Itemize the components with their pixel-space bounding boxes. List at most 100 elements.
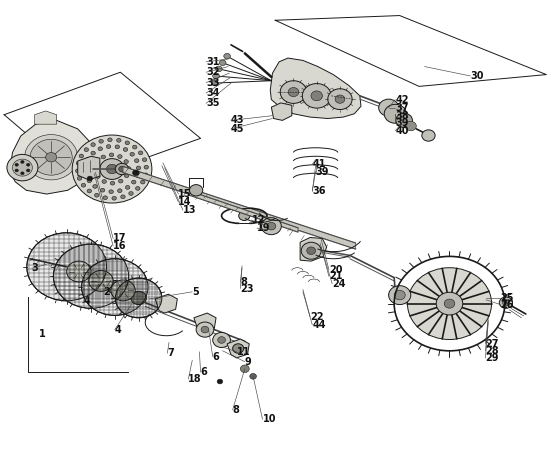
Text: 43: 43 bbox=[231, 115, 245, 125]
Circle shape bbox=[87, 179, 92, 183]
Circle shape bbox=[24, 134, 78, 180]
Circle shape bbox=[83, 164, 88, 168]
Text: 23: 23 bbox=[240, 284, 254, 294]
Circle shape bbox=[125, 174, 129, 178]
Text: 12: 12 bbox=[251, 215, 265, 225]
Circle shape bbox=[132, 180, 136, 184]
Circle shape bbox=[136, 166, 141, 170]
Circle shape bbox=[124, 160, 128, 163]
Text: 45: 45 bbox=[231, 124, 245, 134]
Circle shape bbox=[499, 297, 513, 308]
Circle shape bbox=[15, 169, 18, 172]
Circle shape bbox=[280, 81, 307, 104]
Text: 8: 8 bbox=[240, 277, 247, 287]
Circle shape bbox=[15, 163, 18, 166]
Circle shape bbox=[125, 141, 130, 145]
Circle shape bbox=[301, 242, 321, 259]
Text: 30: 30 bbox=[470, 71, 484, 81]
Circle shape bbox=[196, 322, 214, 337]
Circle shape bbox=[21, 161, 24, 163]
Text: 11: 11 bbox=[236, 347, 250, 357]
Circle shape bbox=[232, 344, 244, 353]
Circle shape bbox=[102, 180, 106, 183]
Circle shape bbox=[302, 84, 331, 108]
Circle shape bbox=[89, 271, 113, 291]
Circle shape bbox=[250, 373, 256, 379]
Circle shape bbox=[142, 158, 147, 162]
Text: 41: 41 bbox=[312, 159, 326, 169]
Polygon shape bbox=[9, 120, 93, 194]
Circle shape bbox=[384, 104, 406, 123]
Polygon shape bbox=[34, 111, 57, 124]
Circle shape bbox=[436, 292, 463, 315]
Circle shape bbox=[217, 379, 222, 384]
Circle shape bbox=[117, 138, 121, 142]
Polygon shape bbox=[190, 191, 298, 232]
Circle shape bbox=[141, 180, 145, 184]
Circle shape bbox=[144, 165, 148, 169]
Circle shape bbox=[96, 175, 100, 179]
Circle shape bbox=[27, 169, 30, 172]
Text: 35: 35 bbox=[206, 98, 220, 108]
Circle shape bbox=[138, 151, 143, 155]
Circle shape bbox=[27, 233, 107, 301]
Circle shape bbox=[110, 181, 115, 185]
Circle shape bbox=[130, 152, 135, 156]
Circle shape bbox=[213, 332, 230, 348]
Circle shape bbox=[115, 163, 128, 175]
Circle shape bbox=[396, 114, 413, 127]
Circle shape bbox=[132, 170, 139, 176]
Text: 31: 31 bbox=[206, 57, 220, 67]
Circle shape bbox=[328, 89, 352, 110]
Circle shape bbox=[379, 99, 399, 116]
Circle shape bbox=[224, 53, 230, 59]
Circle shape bbox=[77, 176, 82, 180]
Circle shape bbox=[100, 188, 105, 192]
Circle shape bbox=[84, 172, 88, 176]
Text: 29: 29 bbox=[485, 353, 499, 363]
Circle shape bbox=[108, 138, 112, 142]
Text: 4: 4 bbox=[83, 296, 90, 306]
Text: 34: 34 bbox=[206, 88, 220, 98]
Circle shape bbox=[405, 121, 416, 131]
Circle shape bbox=[87, 176, 93, 181]
Circle shape bbox=[12, 159, 32, 176]
Circle shape bbox=[7, 154, 38, 181]
Circle shape bbox=[112, 196, 116, 200]
Circle shape bbox=[240, 365, 249, 372]
Circle shape bbox=[444, 299, 455, 308]
Text: 37: 37 bbox=[395, 103, 409, 113]
Circle shape bbox=[93, 184, 97, 188]
Circle shape bbox=[46, 152, 57, 162]
Circle shape bbox=[30, 139, 72, 175]
Circle shape bbox=[118, 155, 122, 159]
Circle shape bbox=[311, 91, 322, 101]
Circle shape bbox=[126, 167, 131, 171]
Circle shape bbox=[76, 169, 80, 173]
Circle shape bbox=[267, 222, 276, 230]
Circle shape bbox=[136, 187, 140, 190]
Text: 6: 6 bbox=[213, 352, 220, 361]
Circle shape bbox=[82, 259, 148, 315]
Circle shape bbox=[103, 196, 107, 200]
Circle shape bbox=[76, 162, 81, 165]
Circle shape bbox=[212, 80, 219, 86]
Circle shape bbox=[118, 179, 123, 183]
Circle shape bbox=[213, 73, 220, 79]
Circle shape bbox=[86, 157, 90, 161]
Text: 44: 44 bbox=[312, 320, 326, 330]
Circle shape bbox=[107, 280, 122, 294]
Text: 22: 22 bbox=[310, 312, 324, 322]
Text: 16: 16 bbox=[113, 241, 127, 251]
Text: 5: 5 bbox=[192, 287, 199, 297]
Text: 7: 7 bbox=[167, 348, 174, 358]
Circle shape bbox=[288, 87, 299, 96]
Text: 6: 6 bbox=[201, 367, 207, 377]
Circle shape bbox=[98, 147, 102, 151]
Text: 4: 4 bbox=[115, 324, 122, 334]
Circle shape bbox=[389, 285, 411, 304]
Circle shape bbox=[190, 185, 203, 196]
Circle shape bbox=[100, 159, 124, 180]
Circle shape bbox=[118, 166, 125, 172]
Circle shape bbox=[307, 247, 316, 255]
